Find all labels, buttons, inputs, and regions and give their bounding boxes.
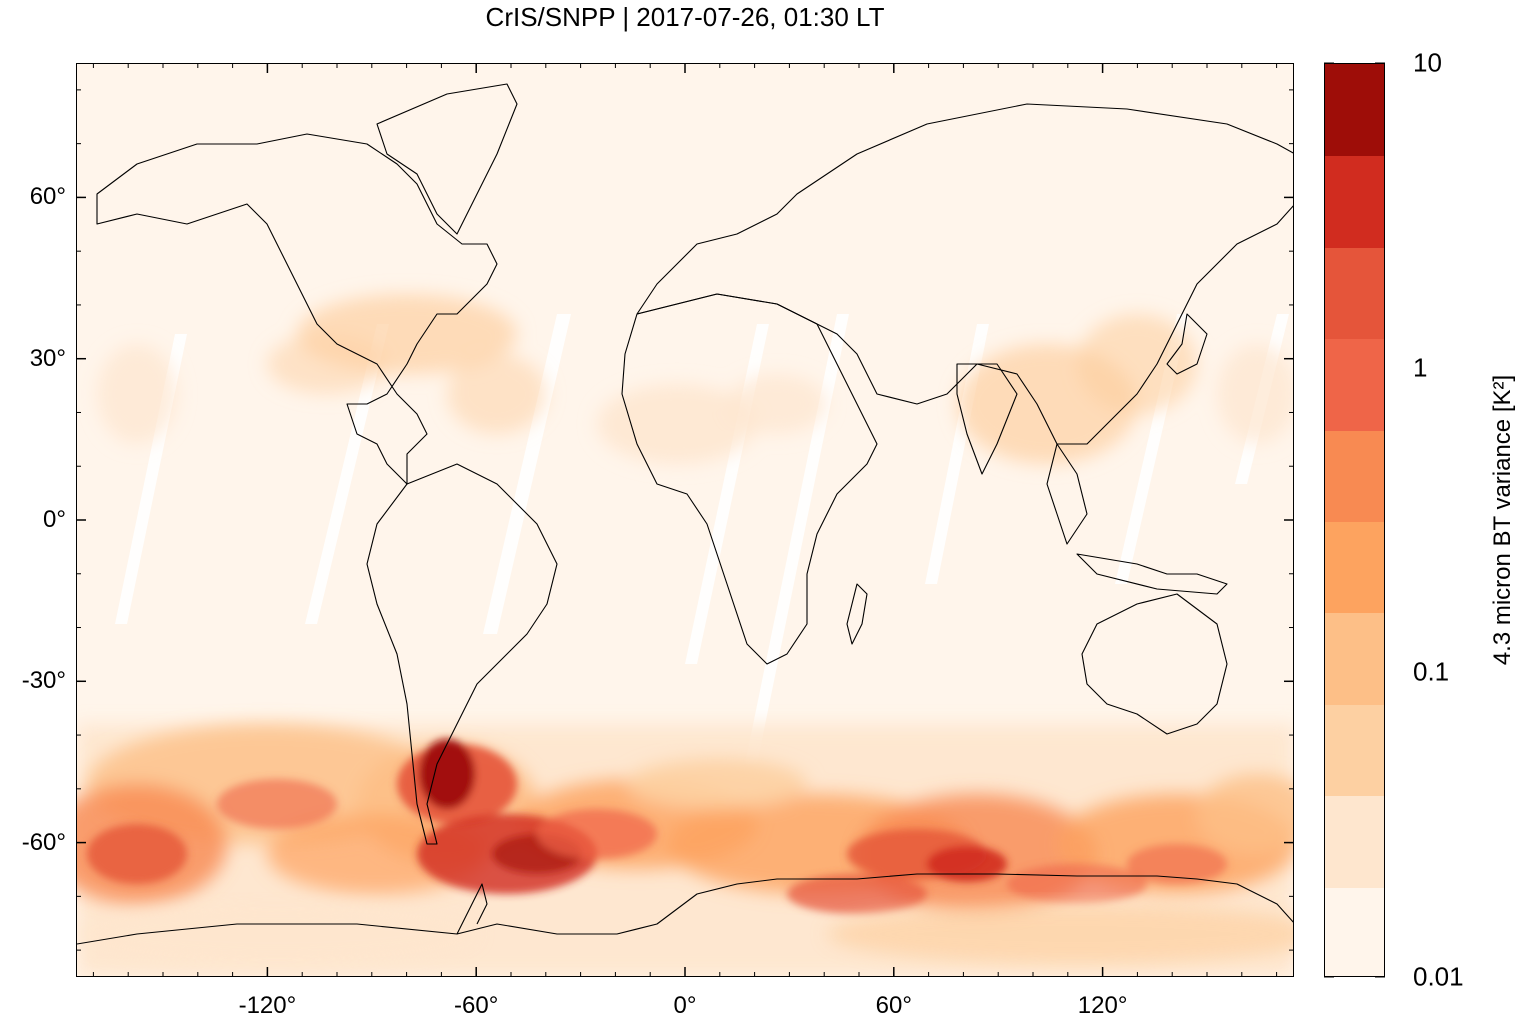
colorbar-segment xyxy=(1325,338,1384,431)
x-tick-label: 0° xyxy=(673,992,697,1019)
colorbar xyxy=(1324,63,1385,977)
x-tick-label: 120° xyxy=(1077,992,1128,1019)
x-tick-label: -60° xyxy=(454,992,499,1019)
colorbar-segment xyxy=(1325,429,1384,522)
colorbar-tick-label: 0.01 xyxy=(1413,961,1464,992)
colorbar-segment xyxy=(1325,886,1384,976)
colorbar-segment xyxy=(1325,795,1384,888)
variance-map xyxy=(77,64,1293,976)
colorbar-tick-label: 10 xyxy=(1413,47,1442,78)
midlat-variance xyxy=(97,294,1293,464)
y-tick-label: 30° xyxy=(29,344,66,372)
x-tick-label: -120° xyxy=(238,992,297,1019)
colorbar-segment xyxy=(1325,246,1384,340)
colorbar-segment xyxy=(1325,612,1384,705)
colorbar-tick-label: 0.1 xyxy=(1413,656,1450,687)
colorbar-title: 4.3 micron BT variance [K²] xyxy=(1489,374,1516,666)
colorbar-segment xyxy=(1325,155,1384,248)
colorbar-segment xyxy=(1325,703,1384,797)
coastlines xyxy=(77,83,1293,945)
colorbar-tick-label: 1 xyxy=(1413,352,1428,383)
y-tick-label: -60° xyxy=(21,828,66,856)
southern-storm-belt xyxy=(77,724,1293,976)
map-plot-area[interactable] xyxy=(76,63,1294,977)
x-tick-label: 60° xyxy=(875,992,912,1019)
colorbar-segment xyxy=(1325,521,1384,614)
y-tick-label: 0° xyxy=(43,506,66,533)
y-tick-label: 60° xyxy=(29,183,66,211)
y-tick-label: -30° xyxy=(21,667,66,695)
map-title: CrIS/SNPP | 2017-07-26, 01:30 LT xyxy=(485,2,885,32)
colorbar-segment xyxy=(1325,64,1384,157)
